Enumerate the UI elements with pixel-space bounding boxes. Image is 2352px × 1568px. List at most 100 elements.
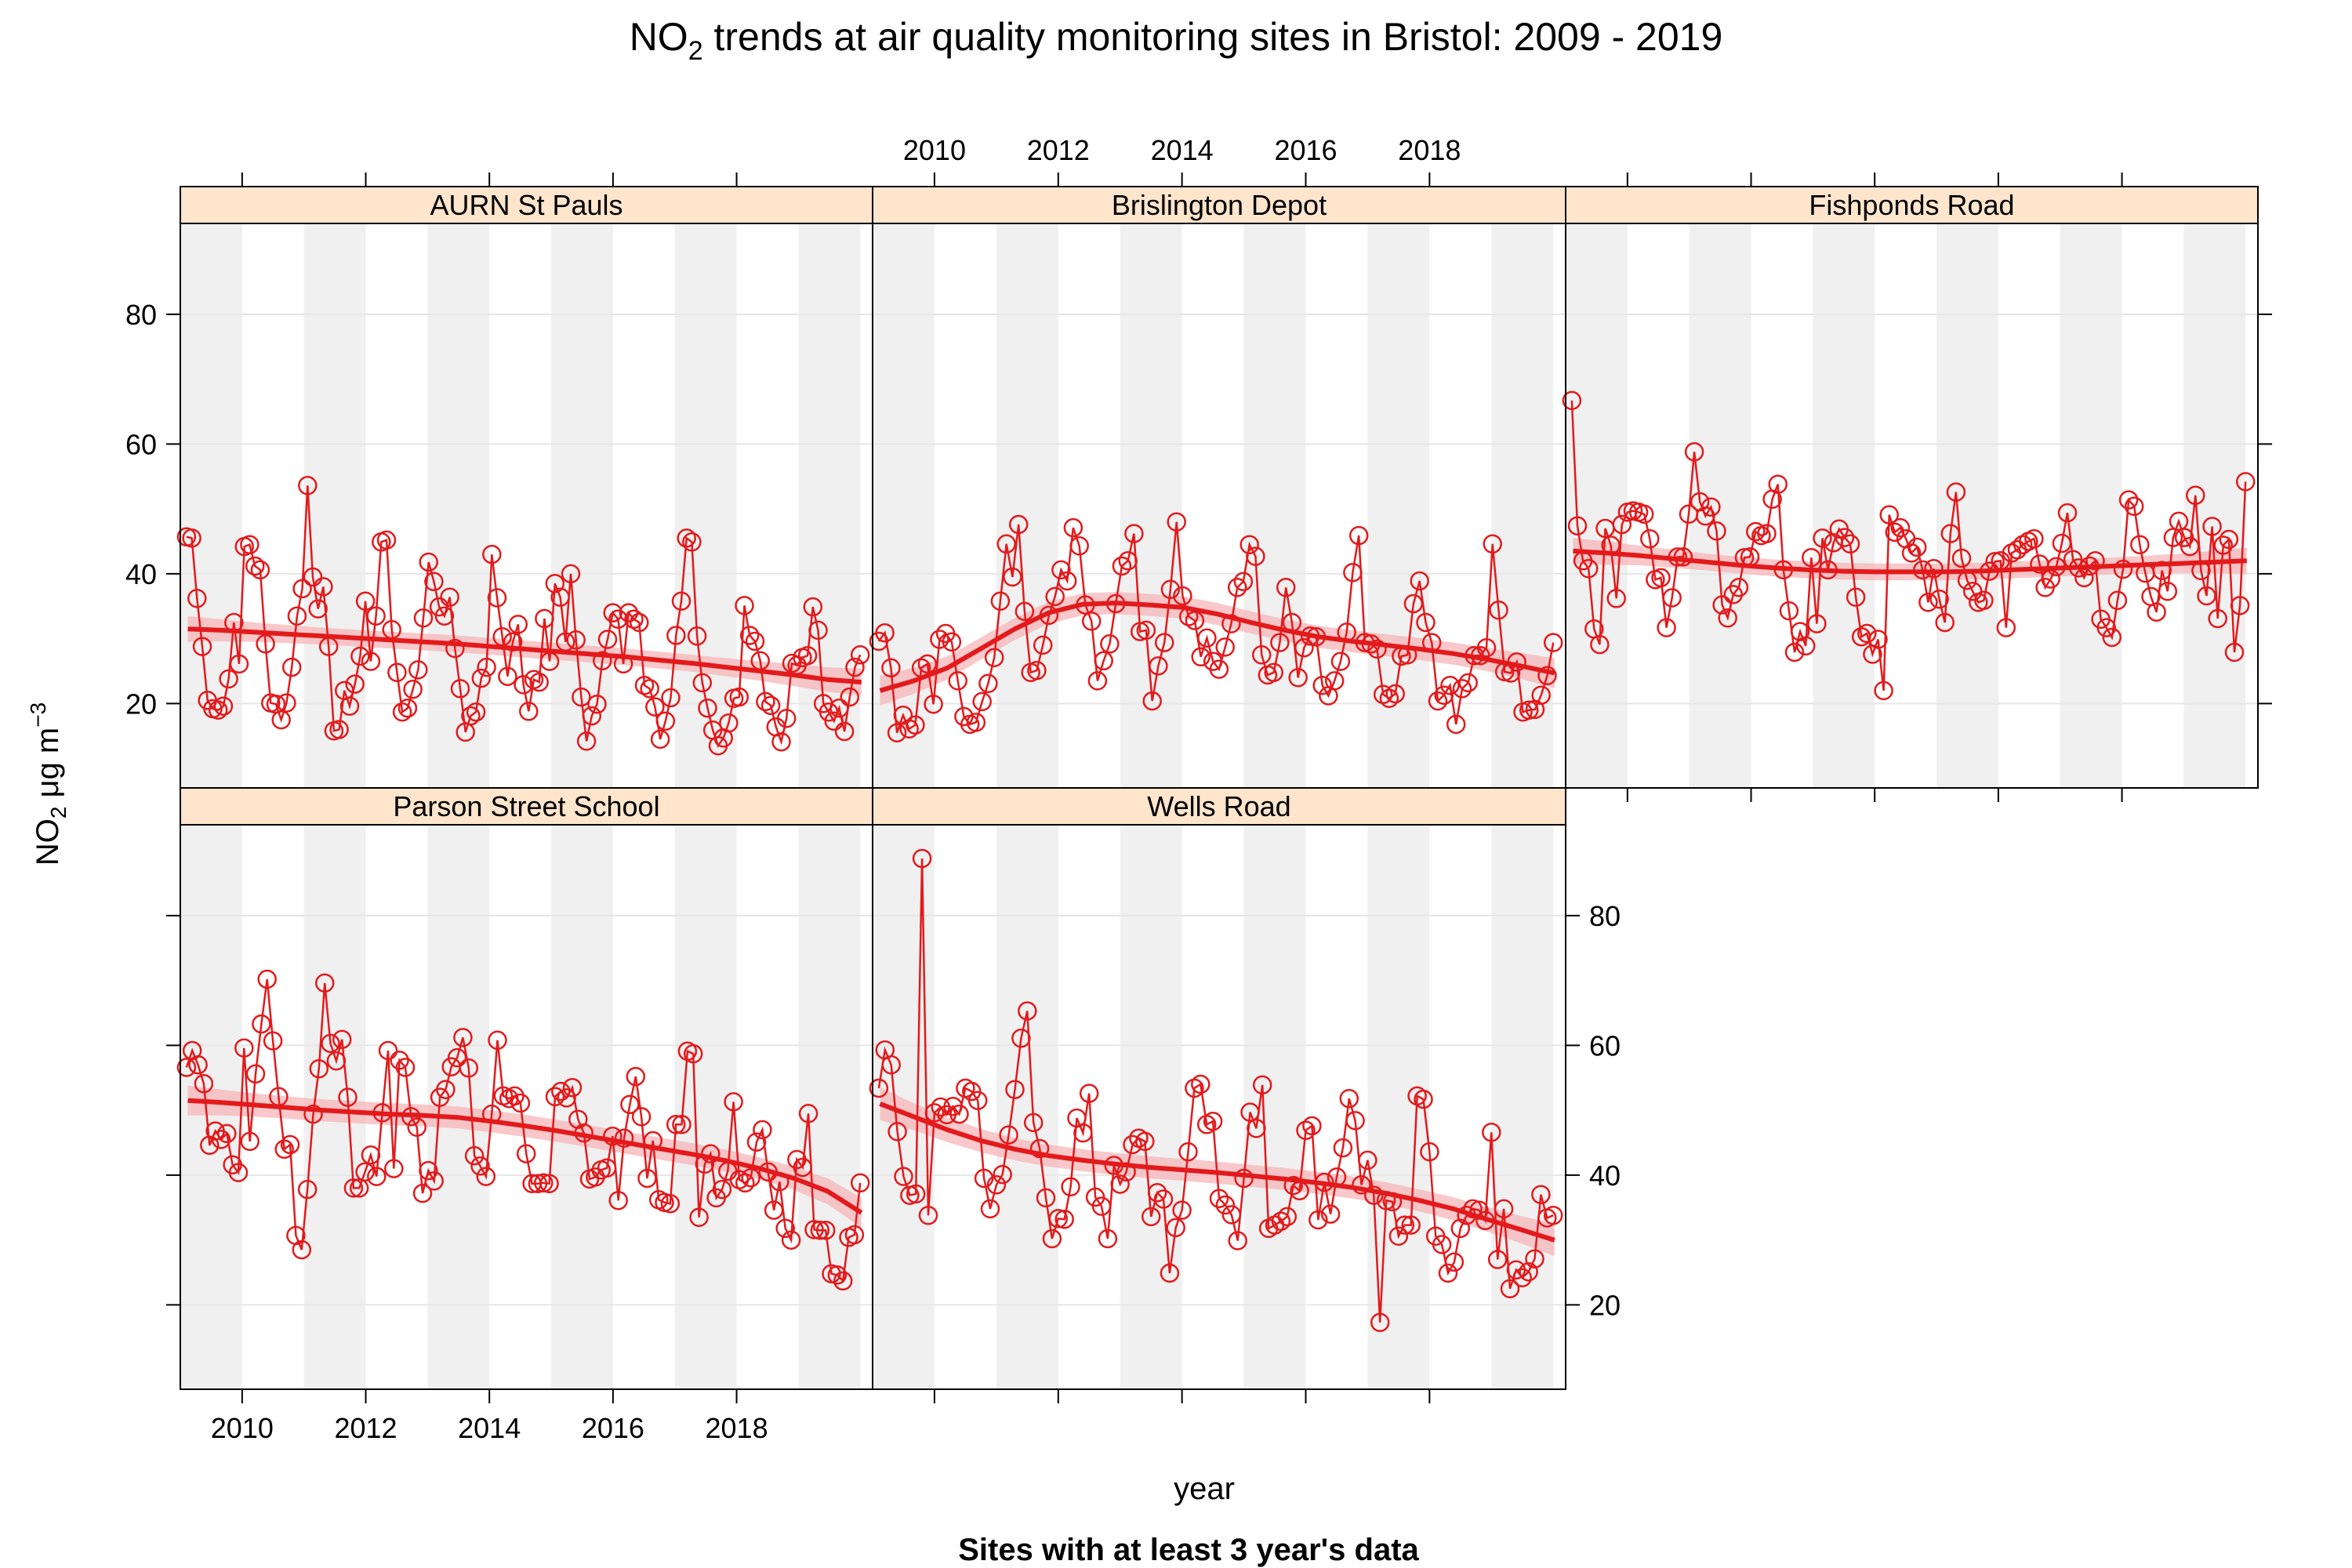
data-point	[770, 1171, 789, 1192]
data-point	[1924, 559, 1944, 579]
data-point	[213, 696, 234, 716]
data-point	[271, 710, 291, 730]
data-point	[1142, 691, 1162, 711]
data-point	[1197, 628, 1217, 648]
data-point	[1008, 514, 1029, 535]
data-point	[1487, 1250, 1508, 1269]
y-tick-label: 40	[125, 558, 157, 590]
data-point	[2186, 485, 2205, 506]
data-point	[2096, 618, 2116, 637]
data-point	[1276, 578, 1296, 597]
data-point	[229, 654, 249, 674]
year-shade-band	[996, 223, 1058, 788]
data-point	[280, 1134, 300, 1155]
data-point	[775, 1218, 795, 1239]
data-point	[412, 1183, 433, 1203]
data-point	[461, 706, 481, 726]
data-point	[1929, 589, 1949, 609]
data-point	[1271, 1211, 1291, 1231]
data-point	[470, 1156, 490, 1176]
data-point	[1531, 1185, 1551, 1204]
panel-parson-street-school: Parson Street School	[176, 787, 873, 1390]
data-point	[1482, 1123, 1501, 1142]
data-point	[996, 534, 1016, 554]
data-point	[687, 626, 707, 646]
data-point	[550, 587, 570, 607]
data-point	[519, 702, 539, 721]
data-point	[619, 603, 639, 622]
data-point	[240, 535, 260, 554]
data-point	[631, 1107, 652, 1127]
data-point	[476, 1167, 496, 1186]
data-point	[1434, 685, 1454, 705]
strip-background	[180, 787, 873, 826]
data-point	[408, 660, 428, 680]
data-point	[1300, 626, 1320, 646]
data-point	[297, 1179, 318, 1200]
y-axis-label: NO2 μg m−3	[26, 702, 71, 866]
data-point	[1382, 1192, 1403, 1212]
data-point	[2219, 529, 2239, 550]
data-point	[1023, 1112, 1044, 1133]
data-point	[1707, 521, 1726, 541]
data-point	[1104, 1156, 1124, 1175]
data-point	[1215, 1195, 1236, 1215]
data-point	[2046, 557, 2067, 577]
data-point	[1330, 652, 1351, 671]
data-point	[1191, 647, 1210, 667]
data-point	[1264, 662, 1283, 682]
data-point	[545, 1087, 565, 1107]
data-point	[624, 609, 644, 630]
data-point	[1033, 635, 1053, 655]
data-point	[1907, 537, 1927, 557]
data-point	[1209, 659, 1229, 679]
y-tick-label: 20	[1589, 1289, 1621, 1321]
data-point	[245, 1064, 266, 1084]
data-point	[1397, 645, 1417, 665]
data-point	[303, 1104, 323, 1124]
panels-layer: AURN St Pauls Brislington Depot Fishponds …	[125, 134, 2272, 1444]
data-point	[1807, 614, 1827, 633]
data-point	[187, 589, 207, 608]
data-point	[562, 1077, 583, 1098]
data-point	[1918, 593, 1938, 612]
data-point	[539, 652, 560, 671]
data-point	[321, 1033, 340, 1054]
data-point	[776, 709, 797, 728]
data-point	[894, 1167, 913, 1186]
data-point	[303, 567, 323, 587]
data-point	[1296, 1120, 1316, 1141]
data-point	[287, 606, 307, 626]
data-point	[1036, 1188, 1056, 1208]
data-point	[440, 587, 459, 607]
data-point	[1228, 1231, 1247, 1250]
data-point	[1562, 390, 1582, 411]
data-point	[1974, 590, 1994, 611]
data-point	[1802, 547, 1821, 568]
data-point	[972, 691, 992, 712]
data-point	[1452, 679, 1472, 699]
data-point	[1147, 1182, 1167, 1203]
data-point	[1784, 642, 1805, 662]
trend-line	[187, 626, 862, 685]
year-shade-band	[303, 223, 366, 788]
year-shade-band	[1367, 223, 1430, 788]
data-point	[1818, 560, 1838, 580]
data-point	[1110, 1174, 1130, 1194]
data-point	[1333, 1138, 1353, 1158]
data-point	[2074, 568, 2094, 588]
data-point	[1370, 1312, 1390, 1333]
data-point	[881, 658, 901, 678]
data-point	[1327, 1167, 1347, 1187]
data-point	[1446, 714, 1466, 735]
data-point	[556, 632, 575, 652]
data-point	[566, 630, 586, 650]
year-shade-band	[1243, 223, 1306, 788]
data-point	[314, 973, 335, 993]
data-point	[298, 476, 318, 495]
data-point	[1885, 522, 1905, 543]
data-point	[597, 1158, 617, 1178]
data-point	[424, 1171, 444, 1191]
data-point	[1879, 505, 1899, 524]
data-point	[781, 1230, 801, 1250]
